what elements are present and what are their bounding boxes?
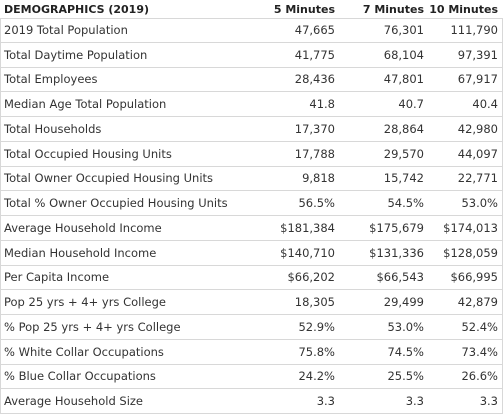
value-cell: 18,305 (294, 295, 335, 310)
value-cell: 54.5% (387, 196, 424, 211)
value-cell: $66,202 (287, 270, 335, 285)
value-cell: 41,775 (294, 47, 335, 62)
value-cell: 3.3 (479, 394, 498, 409)
value-cell: 97,391 (457, 47, 498, 62)
header-cell: 5 Minutes (273, 2, 335, 16)
value-cell: 40.4 (472, 97, 498, 112)
value-cell: 47,665 (294, 23, 335, 38)
row-label: Median Household Income (4, 245, 157, 260)
row-label: Pop 25 yrs + 4+ yrs College (4, 295, 166, 310)
value-cell: 3.3 (405, 394, 424, 409)
row-label: Total Occupied Housing Units (4, 146, 172, 161)
row-label: Total Households (4, 121, 102, 136)
value-cell: $174,013 (443, 220, 498, 235)
row-label: % Pop 25 yrs + 4+ yrs College (4, 319, 181, 334)
row-label: Total Owner Occupied Housing Units (4, 171, 214, 186)
value-cell: 52.4% (461, 319, 498, 334)
value-cell: 56.5% (298, 196, 335, 211)
table-row: Total Daytime Population 41,775 68,104 97,3… (0, 43, 503, 68)
table-row: Pop 25 yrs + 4+ yrs College 18,305 29,499 4… (0, 290, 503, 315)
value-cell: 3.3 (316, 394, 335, 409)
value-cell: 53.0% (461, 196, 498, 211)
row-label: Total Employees (4, 72, 98, 87)
value-cell: 47,801 (383, 72, 424, 87)
value-cell: 17,788 (294, 146, 335, 161)
value-cell: 15,742 (383, 171, 424, 186)
value-cell: 74.5% (387, 344, 424, 359)
value-cell: 28,864 (383, 121, 424, 136)
value-cell: 28,436 (294, 72, 335, 87)
value-cell: 73.4% (461, 344, 498, 359)
header-cell: DEMOGRAPHICS (2019) (4, 2, 150, 16)
value-cell: 42,980 (457, 121, 498, 136)
value-cell: 24.2% (298, 369, 335, 384)
value-cell: 75.8% (298, 344, 335, 359)
table-row: Per Capita Income $66,202 $66,543 $66,995 (0, 266, 503, 291)
value-cell: 76,301 (383, 23, 424, 38)
table-row: Average Household Size 3.3 3.3 3.3 (0, 389, 503, 414)
value-cell: $66,995 (450, 270, 498, 285)
value-cell: $175,679 (369, 220, 424, 235)
row-label: Average Household Income (4, 220, 162, 235)
table-row: Total Households 17,370 28,864 42,980 (0, 117, 503, 142)
value-cell: 17,370 (294, 121, 335, 136)
value-cell: $140,710 (280, 245, 335, 260)
table-row: Total Employees 28,436 47,801 67,917 (0, 68, 503, 93)
value-cell: 41.8 (309, 97, 335, 112)
value-cell: 111,790 (450, 23, 498, 38)
table-row: % Blue Collar Occupations 24.2% 25.5% 26.6% (0, 365, 503, 390)
value-cell: $128,059 (443, 245, 498, 260)
row-label: Per Capita Income (4, 270, 110, 285)
value-cell: 40.7 (398, 97, 424, 112)
table-row: 2019 Total Population 47,665 76,301 111,790 (0, 18, 503, 43)
value-cell: 22,771 (457, 171, 498, 186)
header-cell: 7 Minutes (362, 2, 424, 16)
value-cell: 67,917 (457, 72, 498, 87)
table-row: Median Age Total Population 41.8 40.7 40.4 (0, 92, 503, 117)
value-cell: 9,818 (302, 171, 335, 186)
table-row: Total Owner Occupied Housing Units 9,818 1… (0, 167, 503, 192)
value-cell: $181,384 (280, 220, 335, 235)
value-cell: $66,543 (376, 270, 424, 285)
value-cell: 25.5% (387, 369, 424, 384)
table-row: Total Occupied Housing Units 17,788 29,570… (0, 142, 503, 167)
value-cell: 26.6% (461, 369, 498, 384)
row-label: Total Daytime Population (4, 47, 148, 62)
header-row: DEMOGRAPHICS (2019) 5 Minutes 7 Minutes … (0, 0, 503, 18)
value-cell: 44,097 (457, 146, 498, 161)
table-row: Median Household Income $140,710 $131,336 $… (0, 241, 503, 266)
table-row: % Pop 25 yrs + 4+ yrs College 52.9% 53.0% 5… (0, 315, 503, 340)
value-cell: $131,336 (369, 245, 424, 260)
row-label: Total % Owner Occupied Housing Units (4, 196, 228, 211)
value-cell: 68,104 (383, 47, 424, 62)
value-cell: 29,570 (383, 146, 424, 161)
value-cell: 52.9% (298, 319, 335, 334)
row-label: 2019 Total Population (4, 23, 128, 38)
row-label: % Blue Collar Occupations (4, 369, 156, 384)
table-row: % White Collar Occupations 75.8% 74.5% 73.4… (0, 340, 503, 365)
table-row: Average Household Income $181,384 $175,679… (0, 216, 503, 241)
value-cell: 29,499 (383, 295, 424, 310)
row-label: Average Household Size (4, 394, 143, 409)
value-cell: 53.0% (387, 319, 424, 334)
header-cell: 10 Minutes (429, 2, 498, 16)
border (0, 18, 1, 414)
row-label: % White Collar Occupations (4, 344, 164, 359)
table-row: Total % Owner Occupied Housing Units 56.5… (0, 191, 503, 216)
row-label: Median Age Total Population (4, 97, 167, 112)
value-cell: 42,879 (457, 295, 498, 310)
